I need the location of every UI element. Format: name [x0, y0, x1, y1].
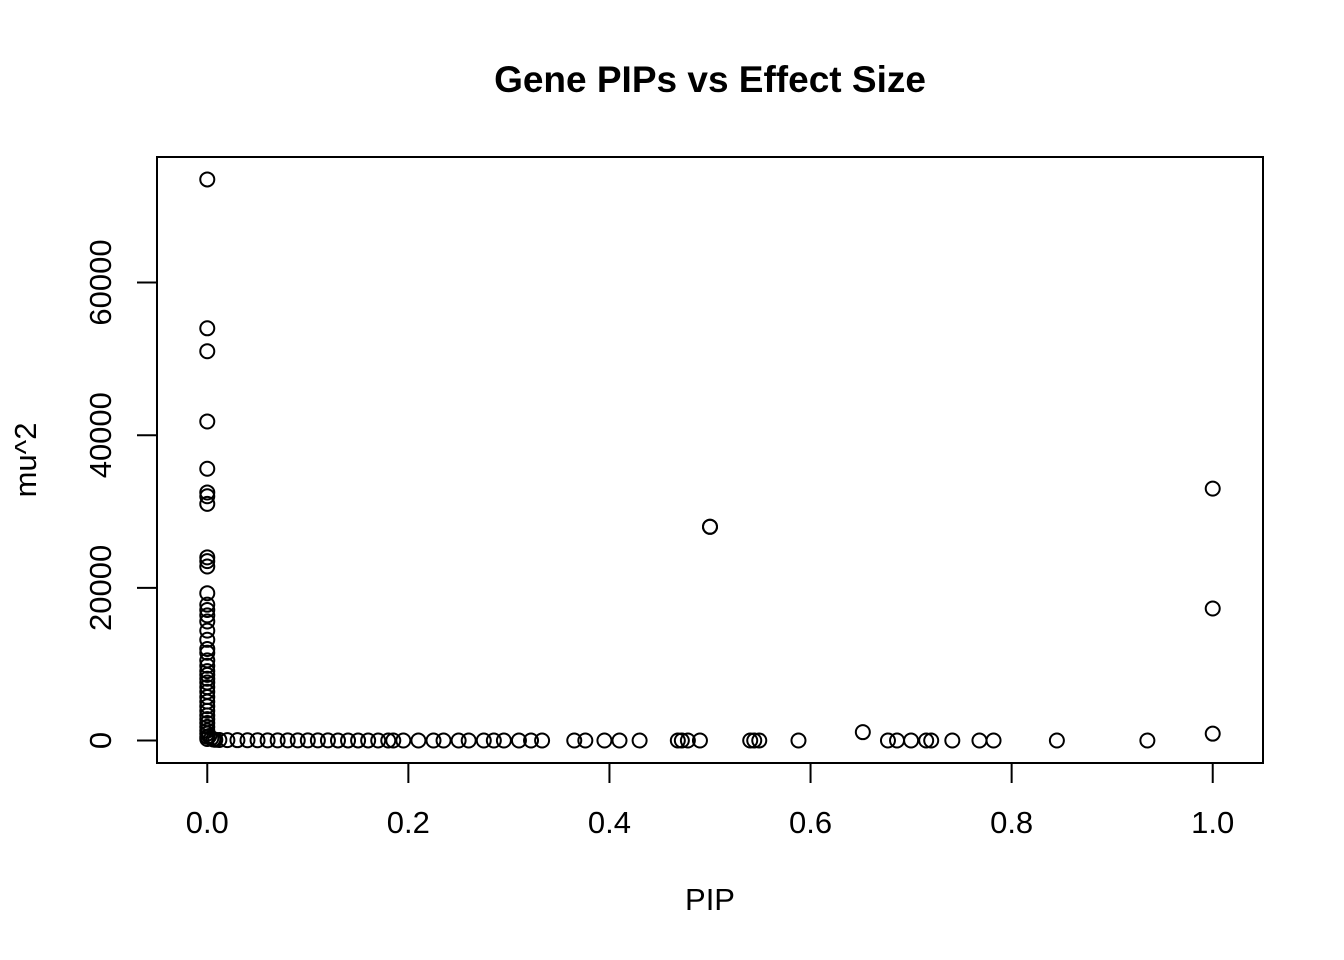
data-point	[918, 732, 935, 749]
x-tick-label: 0.8	[990, 805, 1033, 840]
x-tick-label: 0.0	[186, 805, 229, 840]
data-point	[309, 732, 326, 749]
data-point	[239, 732, 256, 749]
data-point	[199, 602, 216, 619]
data-point	[219, 732, 236, 749]
y-tick-label: 0	[83, 732, 118, 749]
data-point	[460, 732, 477, 749]
data-point	[577, 732, 594, 749]
data-point	[702, 518, 718, 535]
data-point	[1204, 725, 1221, 742]
data-point	[360, 732, 377, 749]
data-point	[691, 732, 708, 749]
data-point	[903, 732, 920, 749]
data-point	[199, 596, 216, 613]
data-point	[199, 585, 216, 602]
data-point	[199, 553, 216, 570]
x-axis: 0.0 0.2 0.4 0.6 0.8 1.0	[186, 762, 1234, 840]
data-point	[199, 320, 216, 337]
y-tick-label: 20000	[83, 545, 118, 631]
data-point	[329, 732, 346, 749]
data-point	[596, 732, 613, 749]
data-point	[971, 732, 988, 749]
data-point	[435, 732, 452, 749]
data-point	[425, 732, 442, 749]
data-point	[854, 724, 871, 741]
data-point	[199, 698, 216, 715]
data-point	[279, 732, 296, 749]
chart-title: Gene PIPs vs Effect Size	[494, 59, 926, 100]
data-point	[380, 732, 397, 749]
data-point	[199, 657, 216, 674]
data-point	[1048, 732, 1065, 749]
data-point	[1204, 480, 1221, 497]
data-point	[742, 732, 759, 749]
data-point	[631, 732, 648, 749]
data-point	[985, 732, 1002, 749]
x-axis-label: PIP	[685, 882, 735, 917]
data-point	[495, 732, 512, 749]
x-tick-label: 1.0	[1191, 805, 1234, 840]
data-point	[340, 732, 357, 749]
y-tick-label: 60000	[83, 239, 118, 325]
data-point	[211, 731, 228, 748]
data-point	[199, 607, 216, 624]
data-point	[746, 732, 763, 749]
y-tick-label: 40000	[83, 392, 118, 478]
data-points	[199, 171, 1221, 749]
data-point	[199, 644, 216, 661]
data-point	[370, 732, 387, 749]
data-point	[199, 558, 216, 575]
data-point	[485, 732, 502, 749]
data-point	[751, 732, 768, 749]
x-tick-label: 0.2	[387, 805, 430, 840]
plot-frame	[156, 156, 1264, 764]
x-tick-label: 0.4	[588, 805, 631, 840]
data-point	[534, 732, 551, 749]
data-point	[199, 413, 216, 430]
data-point	[385, 732, 402, 749]
data-point	[199, 631, 216, 648]
data-point	[249, 732, 266, 749]
data-point	[395, 732, 412, 749]
data-point	[410, 732, 427, 749]
data-point	[199, 622, 216, 639]
data-point	[199, 702, 216, 719]
data-point	[523, 732, 540, 749]
data-point	[450, 732, 467, 749]
data-point	[289, 732, 306, 749]
data-point	[566, 732, 583, 749]
data-point	[510, 732, 527, 749]
data-point	[319, 732, 336, 749]
data-point	[673, 732, 690, 749]
data-point	[199, 460, 216, 477]
data-point	[299, 732, 316, 749]
y-axis: 0 20000 40000 60000	[83, 239, 158, 749]
data-point	[199, 495, 216, 512]
data-point	[611, 732, 628, 749]
y-axis-label: mu^2	[8, 423, 43, 498]
data-point	[229, 732, 246, 749]
data-point	[790, 732, 807, 749]
data-point	[679, 732, 696, 749]
data-point	[199, 343, 216, 360]
data-point	[1139, 732, 1156, 749]
data-point	[269, 732, 286, 749]
data-point	[199, 171, 216, 188]
data-point	[879, 732, 896, 749]
data-point	[944, 732, 961, 749]
data-point	[350, 732, 367, 749]
data-point	[669, 732, 686, 749]
data-point	[889, 732, 906, 749]
data-point	[475, 732, 492, 749]
data-point	[259, 732, 276, 749]
data-point	[199, 613, 216, 630]
x-tick-label: 0.6	[789, 805, 832, 840]
data-point	[1204, 600, 1221, 617]
data-point	[923, 732, 940, 749]
data-point	[199, 488, 216, 505]
